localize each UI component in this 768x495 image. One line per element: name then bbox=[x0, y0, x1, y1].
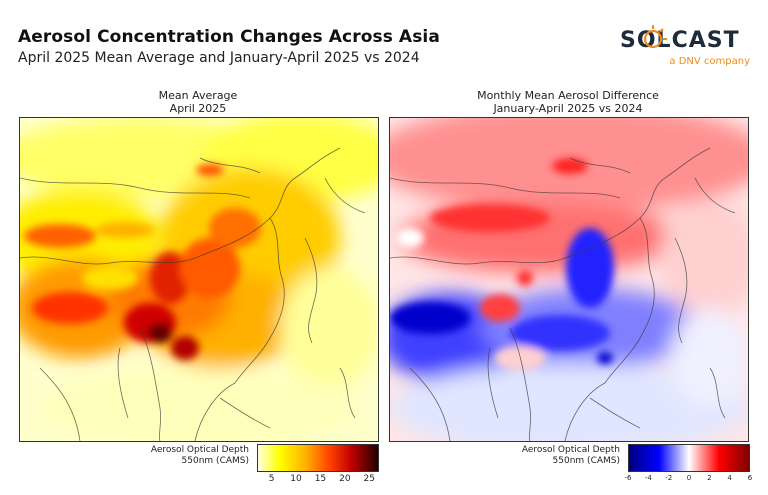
colorbar-tick-label: 10 bbox=[290, 474, 302, 484]
colorbar-tick-label: 20 bbox=[339, 474, 351, 484]
right-panel-title-line1: Monthly Mean Aerosol Difference bbox=[477, 89, 659, 102]
left-colorbar-label-line1: Aerosol Optical Depth bbox=[150, 445, 249, 455]
colorbar-tick-label: 5 bbox=[268, 474, 275, 484]
colorbar-tick-label: 15 bbox=[314, 474, 327, 484]
left-panel-title: Mean Average April 2025 bbox=[20, 89, 376, 115]
left-panel-title-line2: April 2025 bbox=[169, 102, 227, 115]
right-colorbar-label-line2: 550nm (CAMS) bbox=[552, 456, 620, 466]
right-colorbar bbox=[628, 444, 750, 472]
colorbar-tick-label: -4 bbox=[644, 474, 652, 482]
aerosol-difference-map bbox=[389, 117, 749, 442]
page-title: Aerosol Concentration Changes Across Asi… bbox=[18, 27, 440, 47]
left-colorbar bbox=[257, 444, 379, 472]
colorbar-tick-label: 0 bbox=[686, 474, 692, 482]
colorbar-tick-label: -2 bbox=[665, 474, 673, 482]
logo-tagline: a DNV company bbox=[669, 56, 750, 67]
left-colorbar-label-line2: 550nm (CAMS) bbox=[181, 456, 249, 466]
page-subtitle: April 2025 Mean Average and January-Apri… bbox=[18, 50, 420, 66]
colorbar-tick-label: -6 bbox=[624, 474, 632, 482]
right-colorbar-label: Aerosol Optical Depth 550nm (CAMS) bbox=[518, 445, 620, 467]
colorbar-tick-label: 6 bbox=[747, 474, 753, 482]
right-panel-title: Monthly Mean Aerosol Difference January-… bbox=[389, 89, 747, 115]
right-panel-title-line2: January-April 2025 vs 2024 bbox=[493, 102, 643, 115]
left-panel-title-line1: Mean Average bbox=[158, 89, 238, 102]
colorbar-tick-label: 4 bbox=[727, 474, 732, 482]
colorbar-tick-label: 25 bbox=[363, 474, 375, 484]
left-colorbar-label: Aerosol Optical Depth 550nm (CAMS) bbox=[147, 445, 249, 467]
colorbar-tick-label: 2 bbox=[707, 474, 712, 482]
solcast-logo: SOLCAST a DNV company bbox=[618, 20, 750, 72]
sun-icon bbox=[643, 25, 667, 49]
mean-average-map bbox=[19, 117, 379, 442]
right-colorbar-label-line1: Aerosol Optical Depth bbox=[521, 445, 620, 455]
logo-wordmark: SOLCAST bbox=[620, 28, 740, 53]
